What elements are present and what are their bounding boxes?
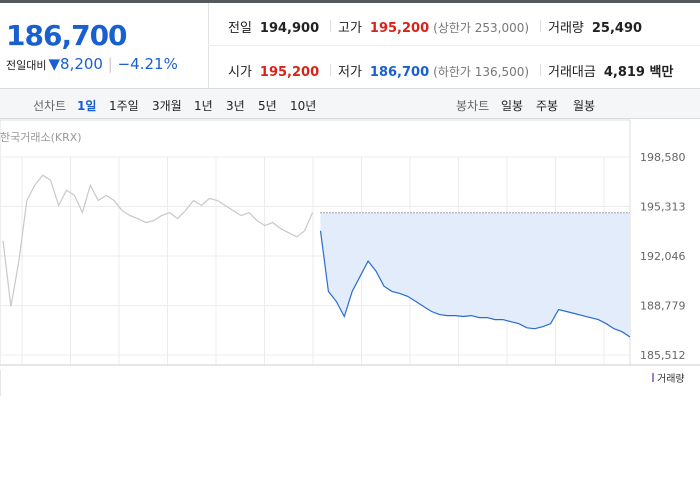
stat-value: 4,819 백만 (603, 65, 674, 80)
y-tick-label: 192,046 (640, 250, 686, 263)
stat-label: 저가 (338, 65, 362, 80)
price-box: 186,700 전일대비 ▼8,200 | −4.21% (0, 3, 209, 88)
tab: 봉차트 (456, 99, 490, 113)
tab[interactable]: 월봉 (573, 99, 596, 113)
stat-note: (상한가 253,000) (433, 21, 530, 35)
source: 한국거래소(KRX) (0, 131, 82, 144)
tab[interactable]: 1일 (77, 99, 97, 113)
stat: 저가 186,700 (하한가 136,500) (338, 61, 529, 80)
tab-bar: 선차트 1일 1주일 3개월 1년 3년 5년 10년 봉차트 일봉 주봉 월봉 (0, 88, 700, 119)
tab[interactable]: 5년 (258, 99, 277, 113)
tab[interactable]: 1년 (194, 99, 213, 113)
change-pct: −4.21% (117, 55, 178, 73)
stat-note: (하한가 136,500) (433, 65, 530, 79)
y-tick-label: 198,580 (640, 151, 686, 164)
volume-legend-swatch (652, 373, 654, 382)
stat: 거래대금 4,819 백만 (548, 61, 673, 80)
change-label: 전일대비 (6, 59, 47, 72)
price: 186,700 (6, 19, 128, 52)
stat-value: 25,490 (591, 21, 643, 36)
stat-label: 고가 (338, 21, 362, 36)
area (320, 212, 630, 337)
line (319, 230, 631, 338)
tab[interactable]: 3년 (226, 99, 245, 113)
stat-label: 전일 (228, 21, 252, 36)
y-tick-label: 185,512 (640, 349, 686, 362)
stat-value: 195,200 (259, 65, 320, 80)
tab[interactable]: 10년 (290, 99, 317, 113)
change-value: 8,200 (60, 55, 103, 73)
tab: 선차트 (33, 99, 67, 113)
volume-legend: 거래량 (657, 373, 685, 385)
stat: 전일 194,900 (228, 17, 319, 36)
tab[interactable]: 일봉 (501, 99, 524, 113)
change: 전일대비 ▼8,200 | −4.21% (6, 55, 178, 73)
stat: 고가 195,200 (상한가 253,000) (338, 17, 529, 36)
stat-label: 거래량 (548, 21, 584, 36)
stat-label: 시가 (228, 65, 252, 80)
quote-panel: 186,700 전일대비 ▼8,200 | −4.21% 전일 194,900 고가… (0, 0, 700, 88)
stat-value: 194,900 (259, 21, 320, 36)
stat: 시가 195,200 (228, 61, 319, 80)
stat-value: 195,200 (369, 21, 430, 36)
stat: 거래량 25,490 (548, 17, 642, 36)
y-tick-label: 188,779 (640, 300, 686, 313)
tab[interactable]: 주봉 (536, 99, 559, 113)
stat-label: 거래대금 (548, 65, 596, 80)
tab[interactable]: 1주일 (109, 99, 139, 113)
y-tick-label: 195,313 (640, 201, 686, 214)
tab[interactable]: 3개월 (152, 99, 182, 113)
line (2, 174, 314, 307)
stat-value: 186,700 (369, 65, 430, 80)
